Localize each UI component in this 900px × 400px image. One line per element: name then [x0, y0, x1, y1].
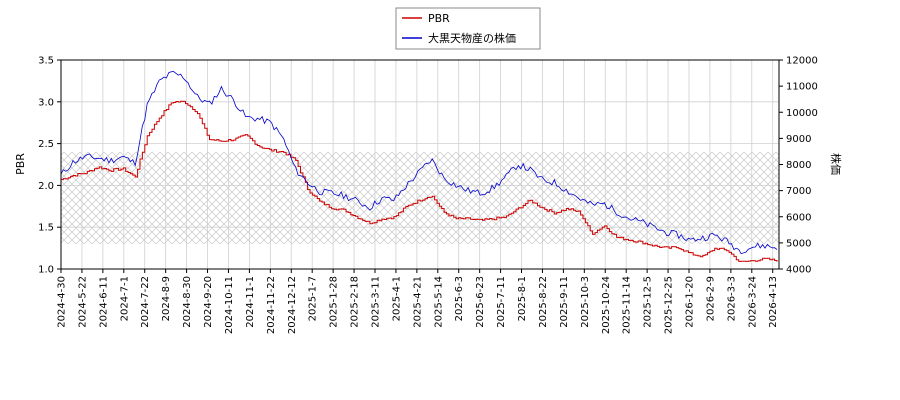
x-axis-ticks: 2024-4-30 2024-5-22 2024-6-11 2024-7-1 2024-… — [57, 269, 779, 334]
x-tick-label: 2025-8-22 — [538, 276, 549, 328]
right-tick-label: 8000 — [786, 160, 811, 171]
right-tick-label: 10000 — [786, 108, 818, 119]
x-tick-label: 2026-1-20 — [684, 276, 695, 328]
x-tick-label: 2026-3-24 — [747, 276, 758, 328]
x-tick-label: 2025-4-21 — [412, 276, 423, 328]
x-tick-label: 2024-5-22 — [77, 276, 88, 328]
x-tick-label: 2024-8-9 — [161, 276, 172, 321]
right-axis-label: 株価 — [829, 153, 843, 175]
x-tick-label: 2024-8-30 — [182, 276, 193, 328]
x-tick-label: 2025-12-5 — [643, 276, 654, 328]
x-tick-label: 2024-6-11 — [98, 276, 109, 328]
legend-pbr-label: PBR — [428, 12, 450, 25]
left-axis-ticks: 1.0 1.5 2.0 2.5 3.0 3.5 — [38, 56, 61, 276]
price-series-line — [60, 70, 778, 255]
legend: PBR 大黒天物産の株価 — [395, 7, 541, 50]
plot-area — [60, 59, 780, 270]
right-tick-label: 12000 — [786, 56, 818, 67]
right-tick-label: 6000 — [786, 212, 811, 223]
right-tick-label: 11000 — [786, 82, 818, 93]
left-tick-label: 3.0 — [38, 97, 54, 108]
x-tick-label: 2025-1-7 — [308, 276, 319, 321]
x-tick-label: 2024-12-12 — [287, 276, 298, 334]
x-tick-label: 2025-10-24 — [601, 276, 612, 334]
legend-price-label: 大黒天物産の株価 — [428, 31, 516, 45]
x-tick-label: 2025-3-11 — [370, 276, 381, 328]
right-tick-label: 9000 — [786, 134, 811, 145]
x-tick-label: 2024-11-22 — [266, 276, 277, 334]
x-tick-label: 2025-10-3 — [580, 276, 591, 328]
x-tick-label: 2026-4-13 — [768, 276, 779, 328]
x-tick-label: 2025-8-1 — [517, 276, 528, 321]
x-tick-label: 2024-4-30 — [57, 276, 68, 328]
x-tick-label: 2024-10-11 — [224, 276, 235, 334]
x-tick-label: 2026-3-3 — [726, 276, 737, 321]
right-tick-label: 7000 — [786, 186, 811, 197]
pbr-series-line — [61, 100, 778, 262]
left-tick-label: 3.5 — [38, 56, 54, 67]
x-tick-label: 2025-9-11 — [559, 276, 570, 328]
hatch-band — [61, 151, 779, 244]
x-tick-label: 2025-4-1 — [391, 276, 402, 321]
x-tick-label: 2025-7-11 — [496, 276, 507, 328]
left-axis-label: PBR — [14, 153, 27, 175]
x-tick-label: 2024-7-1 — [119, 276, 130, 321]
x-tick-label: 2025-11-14 — [622, 276, 633, 334]
x-tick-label: 2025-1-28 — [329, 276, 340, 328]
x-tick-label: 2025-6-3 — [454, 276, 465, 321]
right-tick-label: 5000 — [786, 238, 811, 249]
x-tick-label: 2025-5-14 — [433, 276, 444, 328]
left-tick-label: 2.5 — [38, 139, 54, 150]
x-tick-label: 2025-6-23 — [475, 276, 486, 328]
right-tick-label: 4000 — [786, 265, 811, 276]
x-tick-label: 2026-2-9 — [705, 276, 716, 321]
x-tick-label: 2024-11-1 — [245, 276, 256, 328]
x-tick-label: 2024-9-20 — [203, 276, 214, 328]
x-tick-label: 2025-12-25 — [664, 276, 675, 334]
left-tick-label: 1.0 — [38, 265, 54, 276]
left-tick-label: 1.5 — [38, 223, 54, 234]
left-tick-label: 2.0 — [38, 181, 54, 192]
right-axis-ticks: 4000 5000 6000 7000 8000 9000 10000 11000 12000 — [779, 56, 818, 276]
x-tick-label: 2025-2-18 — [350, 276, 361, 328]
x-tick-label: 2024-7-22 — [140, 276, 151, 328]
